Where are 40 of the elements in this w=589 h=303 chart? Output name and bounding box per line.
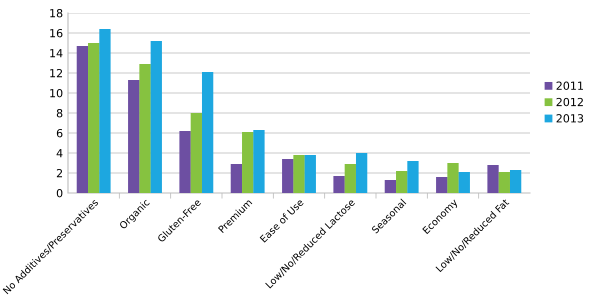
legend-label: 2013 (556, 114, 584, 123)
bar (230, 164, 242, 193)
bar (76, 46, 88, 193)
bar (304, 155, 316, 193)
bar (407, 161, 419, 193)
bar (88, 43, 100, 193)
bar (190, 113, 202, 193)
bar (139, 64, 151, 193)
bar (242, 132, 254, 193)
bar (436, 177, 448, 193)
legend-label: 2012 (556, 98, 583, 106)
bar (128, 80, 140, 193)
y-tick-label: 0 (56, 188, 62, 198)
bar (384, 180, 396, 193)
bar (293, 155, 305, 193)
bar (99, 29, 111, 193)
y-tick-label: 14 (50, 49, 63, 58)
bar (344, 164, 356, 193)
y-tick-label: 4 (56, 149, 63, 158)
legend-label: 2011 (556, 82, 583, 90)
bar (253, 130, 265, 193)
bar (498, 172, 510, 193)
bar (487, 165, 499, 193)
bar (333, 176, 345, 193)
bar (202, 72, 214, 193)
y-tick-label: 2 (56, 168, 62, 178)
y-tick-label: 6 (56, 128, 62, 138)
bar (447, 163, 459, 193)
bar (179, 131, 191, 193)
y-tick-label: 8 (56, 108, 62, 118)
bar (458, 172, 470, 193)
y-tick-label: 18 (50, 8, 62, 18)
bar (282, 159, 294, 193)
y-tick-label: 16 (50, 28, 62, 38)
bar (356, 153, 368, 193)
bar (150, 41, 162, 193)
bar (396, 171, 408, 193)
y-tick-label: 10 (50, 88, 62, 98)
bar (510, 170, 522, 193)
y-tick-label: 12 (50, 68, 62, 78)
